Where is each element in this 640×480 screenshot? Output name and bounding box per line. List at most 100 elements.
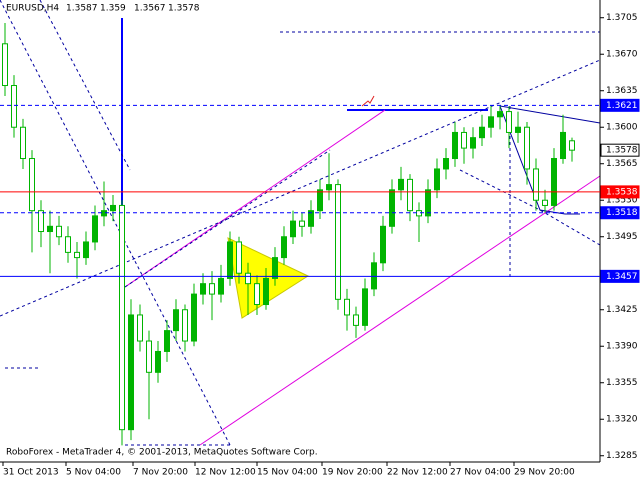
candle-body [2,43,8,87]
y-tick-label: 1.3285 [606,451,638,461]
candle-body [83,241,89,259]
wedge-line [499,105,601,124]
y-tick-label: 1.3320 [606,415,638,425]
candle-body [371,262,377,290]
candle-body [443,158,449,170]
candle-body [551,158,557,206]
candle-body [128,314,134,431]
candle-body [272,257,278,279]
close-value: 1.3578 [168,4,200,14]
candle-body [110,204,116,212]
candle-body [380,225,386,264]
candle-body [452,131,458,160]
x-tick-label: 22 Nov 12:00 [387,468,448,478]
candle-body [470,137,476,149]
candle-body [353,314,359,326]
price-box [600,206,640,220]
candle-body [497,111,503,118]
x-tick-label: 15 Nov 04:00 [257,468,318,478]
y-tick-label: 1.3355 [606,378,638,388]
price-label: 1.3518 [606,208,638,218]
candle-body [65,236,71,253]
price-label: 1.3538 [606,187,638,197]
candle-body [56,225,62,238]
candle-body [119,204,125,431]
candle-body [263,277,269,306]
price-box [600,269,640,283]
candle-body [398,178,404,191]
candle-body [389,189,395,227]
candle-body [479,126,485,139]
x-tick-label: 19 Nov 20:00 [322,468,383,478]
price-label: 1.3578 [606,146,638,156]
candle-body [137,314,143,342]
y-tick-label: 1.3495 [606,232,638,242]
x-tick-label: 7 Nov 20:00 [133,468,188,478]
candle-body [254,283,260,306]
channel-upper [124,109,386,288]
candle-body [209,283,215,295]
low-value: 1.3567 [134,4,166,14]
candle-body [524,126,530,170]
y-tick-label: 1.3635 [606,86,638,96]
channel-lower [199,175,601,446]
candle-body [317,189,323,212]
candle-body [542,199,548,206]
price-box [600,143,640,157]
price-box [600,185,640,199]
high-value: 1.359 [100,4,126,14]
price-box [600,98,640,112]
candle-body [236,241,242,274]
x-tick-label: 5 Nov 04:00 [66,468,121,478]
candle-body [290,220,296,238]
candle-body [155,350,161,373]
x-tick-label: 27 Nov 04:00 [450,468,511,478]
y-tick-label: 1.3565 [606,159,638,169]
candle-body [200,283,206,295]
candle-body [569,140,575,151]
candle-body [362,288,368,326]
candle-body [245,272,251,285]
candle-body [146,340,152,373]
price-label: 1.3457 [606,272,638,282]
candle-body [425,189,431,217]
y-tick-label: 1.3530 [606,196,638,206]
candle-body [416,210,422,217]
x-tick-label: 12 Nov 12:00 [195,468,256,478]
x-tick-label: 29 Nov 20:00 [514,468,575,478]
candle-body [515,126,521,133]
candle-body [560,131,566,160]
wave-path [499,105,580,215]
candle-body [92,215,98,243]
candle-body [182,309,188,342]
candle-body [218,277,224,295]
dashed-trend [0,59,601,317]
candle-body [38,210,44,233]
y-tick-label: 1.3390 [606,342,638,352]
candle-body [47,225,53,233]
candle-body [20,126,26,160]
price-label: 1.3621 [606,101,638,111]
candle-body [101,210,107,217]
dashed-trend [39,0,131,171]
candle-body [533,168,539,201]
candle-body [308,210,314,227]
candle-body [11,85,17,128]
open-value: 1.3587 [66,4,98,14]
dashed-trend [124,149,331,288]
symbol: EURUSD,H4 [6,4,59,14]
candle-body [488,116,494,128]
candle-body [227,241,233,279]
candle-body [326,184,332,191]
y-tick-label: 1.3670 [606,50,638,60]
candle-body [506,111,512,133]
y-tick-label: 1.3600 [606,123,638,133]
header: EURUSD,H4 1.3587 1.359 1.3567 1.3578 [6,4,200,14]
candle-body [335,184,341,300]
arrow-mark [361,95,375,107]
x-tick-label: 31 Oct 2013 [3,468,59,478]
candle-body [344,298,350,316]
candle-body [461,131,467,149]
